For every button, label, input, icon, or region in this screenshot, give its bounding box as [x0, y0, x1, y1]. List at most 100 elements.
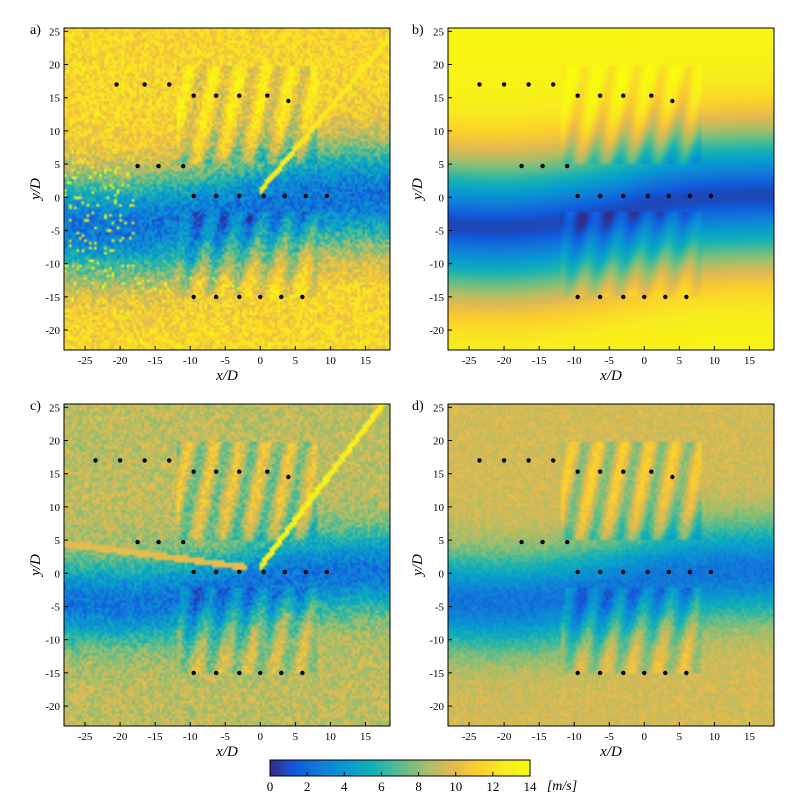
- turbine-marker: [303, 193, 309, 199]
- turbine-marker: [575, 469, 580, 474]
- y-tick-label: 10: [433, 126, 445, 138]
- turbine-marker: [261, 569, 266, 575]
- y-tick-label: 25: [49, 26, 61, 38]
- turbine-marker: [519, 163, 524, 169]
- y-tick-label: 0: [55, 568, 61, 580]
- turbine-marker: [181, 163, 186, 169]
- y-tick-label: 20: [433, 436, 445, 448]
- y-tick-label: -20: [45, 325, 60, 337]
- turbine-marker: [142, 82, 147, 87]
- x-tick-label: 0: [258, 355, 264, 367]
- turbine-markers-a: [114, 82, 330, 300]
- colorbar-tick-label: 0: [267, 779, 274, 794]
- turbine-marker: [551, 458, 556, 463]
- turbine-marker: [167, 82, 172, 87]
- turbine-marker: [575, 93, 580, 98]
- turbine-marker: [666, 193, 671, 199]
- x-tick-label: -15: [148, 355, 163, 367]
- x-tick-label: 5: [677, 731, 683, 743]
- y-tick-label: -20: [45, 701, 60, 713]
- y-tick-label: 10: [49, 502, 61, 514]
- x-tick-label: 10: [325, 731, 337, 743]
- turbine-marker: [324, 193, 330, 199]
- x-tick-label: -15: [532, 731, 547, 743]
- turbine-marker: [565, 539, 570, 545]
- turbine-marker: [286, 474, 291, 480]
- turbine-marker: [261, 193, 266, 199]
- turbine-marker: [300, 294, 305, 300]
- axes-frame-c: [63, 403, 391, 727]
- x-ticks-d: -25 -20 -15 -10 -5 0 5 10 15: [462, 722, 755, 743]
- turbine-marker: [135, 163, 140, 169]
- heatmap-c: [64, 404, 390, 726]
- x-tick-label: -10: [567, 355, 582, 367]
- y-tick-label: -5: [435, 225, 445, 237]
- turbine-marker: [156, 539, 161, 545]
- y-tick-label: 25: [49, 402, 61, 414]
- x-tick-label: -20: [113, 355, 128, 367]
- turbine-marker: [258, 294, 263, 300]
- heatmap-a: [64, 28, 390, 350]
- y-tick-label: 10: [49, 126, 61, 138]
- turbine-marker: [519, 539, 524, 545]
- y-tick-label: -15: [429, 292, 444, 304]
- y-tick-label: 20: [433, 60, 445, 72]
- turbine-marker: [597, 469, 603, 474]
- panel-b: b) -25 -20 -15 -10 -5 0 5 10 15 -20 -15 -10 -5 0 5 10 1…: [410, 23, 775, 384]
- turbine-marker: [621, 469, 626, 474]
- y-tick-label: -10: [429, 259, 444, 271]
- turbine-marker: [670, 98, 675, 104]
- turbine-marker: [265, 93, 270, 98]
- x-tick-label: -20: [497, 731, 512, 743]
- turbine-marker: [621, 93, 626, 98]
- x-tick-label: 0: [642, 731, 648, 743]
- turbine-marker: [213, 569, 219, 575]
- turbine-marker: [156, 163, 161, 169]
- colorbar-tick-label: 10: [449, 779, 462, 794]
- x-tick-label: -15: [532, 355, 547, 367]
- y-tick-label: -15: [45, 668, 60, 680]
- turbine-marker: [649, 469, 654, 474]
- turbine-marker: [666, 569, 671, 575]
- panel-label-b: b): [412, 23, 424, 38]
- turbine-marker: [265, 469, 270, 474]
- turbine-marker: [117, 458, 123, 463]
- y-tick-label: 5: [55, 159, 61, 171]
- y-ticks-b: -20 -15 -10 -5 0 5 10 15 20 25: [429, 26, 452, 337]
- turbine-marker: [282, 193, 287, 199]
- turbine-marker: [324, 569, 330, 575]
- turbine-marker: [191, 93, 196, 98]
- turbine-marker: [526, 458, 531, 463]
- x-tick-label: -5: [605, 731, 615, 743]
- axes-frame-d: [447, 403, 775, 727]
- turbine-marker: [645, 569, 650, 575]
- y-tick-label: 25: [433, 402, 445, 414]
- turbine-marker: [501, 458, 507, 463]
- y-tick-label: -20: [429, 701, 444, 713]
- y-ticks-c: -20 -15 -10 -5 0 5 10 15 20 25: [45, 402, 68, 713]
- x-tick-label: 5: [293, 731, 299, 743]
- x-tick-label: -20: [497, 355, 512, 367]
- colorbar-tick-label: 6: [378, 779, 385, 794]
- x-tick-label: -25: [78, 731, 93, 743]
- y-tick-label: -20: [429, 325, 444, 337]
- y-ticks-a: -20 -15 -10 -5 0 5 10 15 20 25: [45, 26, 68, 337]
- turbine-marker: [213, 294, 219, 300]
- turbine-marker: [167, 458, 172, 463]
- x-tick-label: -10: [183, 355, 198, 367]
- turbine-marker: [687, 193, 693, 199]
- y-tick-label: 20: [49, 436, 61, 448]
- turbine-marker: [684, 670, 689, 676]
- x-tick-label: -25: [78, 355, 93, 367]
- turbine-marker: [237, 569, 242, 575]
- turbine-marker: [526, 82, 531, 87]
- turbine-markers-b: [477, 82, 714, 300]
- colorbar-tick-label: 2: [304, 779, 311, 794]
- panel-label-a: a): [30, 23, 41, 38]
- x-tick-label: 5: [677, 355, 683, 367]
- x-tick-label: 15: [744, 355, 756, 367]
- y-tick-label: -10: [429, 635, 444, 647]
- y-tick-label: 20: [49, 60, 61, 72]
- y-tick-label: 5: [439, 159, 445, 171]
- y-tick-label: -5: [51, 601, 61, 613]
